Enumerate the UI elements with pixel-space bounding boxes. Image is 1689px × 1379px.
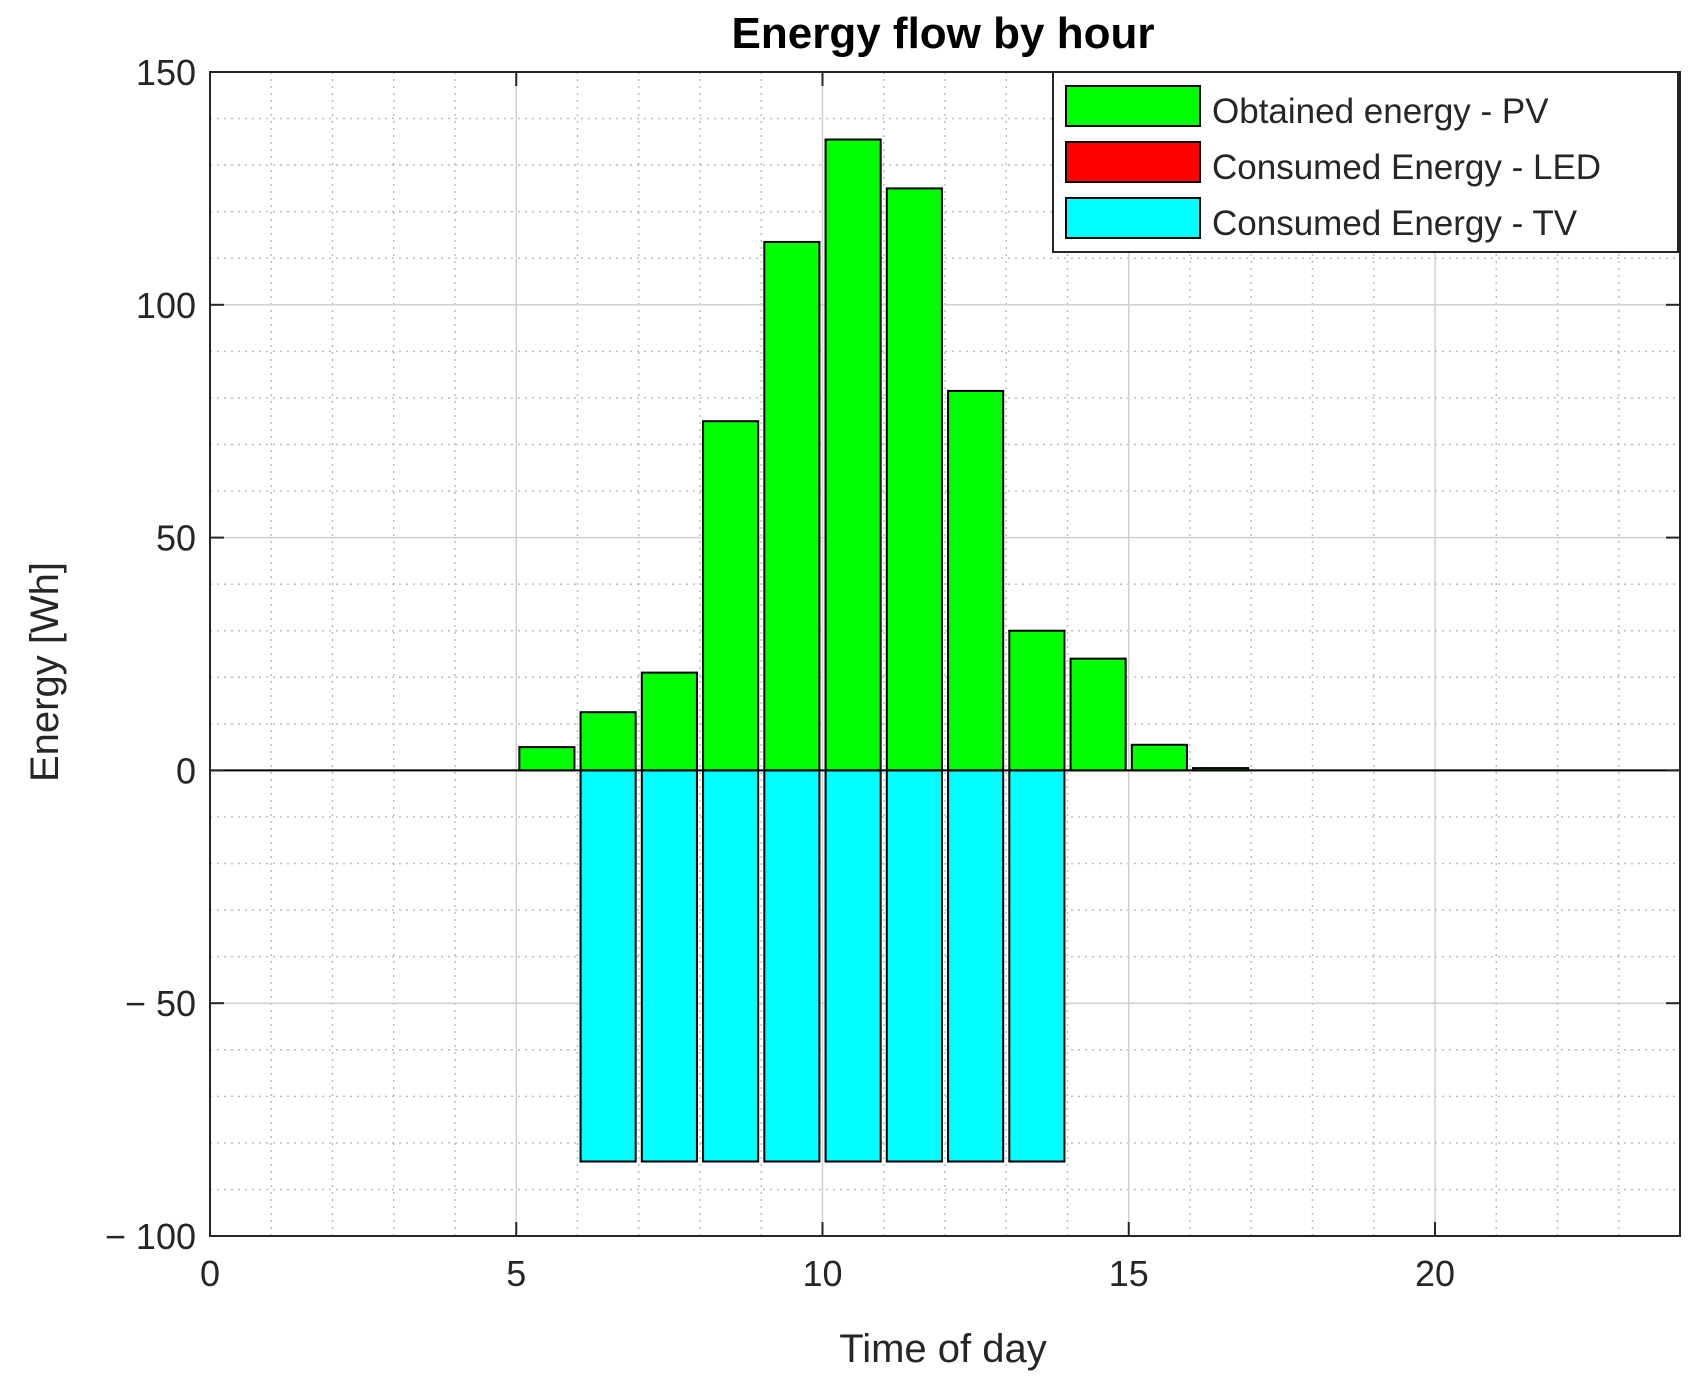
y-axis-label: Energy [Wh] — [23, 562, 67, 782]
bar-series2-hour-12 — [947, 769, 1005, 1163]
bar-series0-hour-12 — [947, 389, 1005, 772]
bar-series2-hour-13 — [1008, 769, 1066, 1163]
bar-series0-hour-6 — [579, 711, 637, 772]
bar-series0-hour-14 — [1069, 657, 1127, 772]
legend-label-led: Consumed Energy - LED — [1212, 148, 1601, 187]
chart-title: Energy flow by hour — [732, 9, 1155, 58]
minor-grid — [210, 72, 1680, 1236]
tick-labels: 0 5 10 15 20 − 100 − 50 0 50 100 150 — [105, 52, 1455, 1294]
bar-series2-hour-6 — [579, 769, 637, 1163]
x-tick-label: 10 — [802, 1253, 842, 1294]
bar-series0-hour-5 — [518, 746, 576, 772]
legend-swatch-led — [1065, 141, 1201, 183]
y-tick-label: 150 — [136, 52, 196, 93]
bar-series2-hour-8 — [702, 769, 760, 1163]
bar-series0-hour-7 — [640, 671, 698, 772]
bar-series2-hour-11 — [885, 769, 943, 1163]
bar-series2-hour-9 — [763, 769, 821, 1163]
bar-series0-hour-9 — [763, 240, 821, 772]
x-tick-label: 15 — [1109, 1253, 1149, 1294]
y-tick-label: − 50 — [125, 983, 196, 1024]
y-tick-label: 0 — [176, 750, 196, 791]
legend-swatch-pv — [1065, 85, 1201, 127]
x-tick-label: 5 — [506, 1253, 526, 1294]
legend-label-pv: Obtained energy - PV — [1212, 92, 1549, 131]
bar-series2-hour-7 — [640, 769, 698, 1163]
y-tick-label: − 100 — [105, 1216, 196, 1257]
legend-label-tv: Consumed Energy - TV — [1212, 204, 1578, 243]
x-tick-label: 0 — [200, 1253, 220, 1294]
plot-frame — [209, 71, 1681, 1237]
bar-series0-hour-10 — [824, 138, 882, 772]
legend-swatch-tv — [1065, 197, 1201, 239]
bar-series0-hour-15 — [1130, 743, 1188, 772]
y-tick-label: 100 — [136, 285, 196, 326]
y-tick-label: 50 — [156, 518, 196, 559]
x-axis-label: Time of day — [839, 1327, 1046, 1371]
bar-series0-hour-8 — [702, 420, 760, 772]
bar-series2-hour-10 — [824, 769, 882, 1163]
bar-series0-hour-13 — [1008, 629, 1066, 772]
x-tick-label: 20 — [1415, 1253, 1455, 1294]
bars-group — [518, 138, 1250, 1163]
legend: Obtained energy - PV Consumed Energy - L… — [1052, 71, 1679, 253]
bar-series0-hour-11 — [885, 187, 943, 772]
